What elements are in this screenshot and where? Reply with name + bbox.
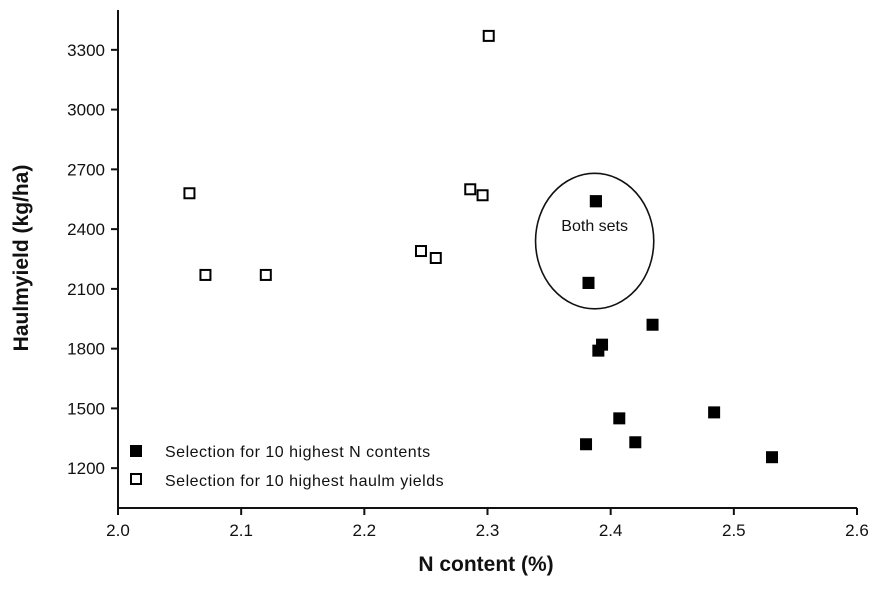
x-tick-label: 2.4 bbox=[599, 521, 623, 540]
point-n-content-selection bbox=[629, 436, 642, 449]
axes: 1200 1500 1800 2100 2400 2700 3000 3300 2.0 2.1 2.… bbox=[67, 10, 869, 540]
point-n-content-selection bbox=[580, 438, 593, 451]
point-n-content-selection bbox=[589, 195, 602, 208]
both-sets-label: Both sets bbox=[561, 218, 628, 235]
y-tick-label: 2100 bbox=[67, 280, 105, 299]
point-haulm-yield-selection bbox=[183, 187, 196, 200]
y-tick-label: 2700 bbox=[67, 160, 105, 179]
y-tick-label: 1800 bbox=[67, 340, 105, 359]
point-n-content-selection bbox=[592, 344, 605, 357]
point-n-content-selection bbox=[646, 318, 659, 331]
points-layer bbox=[183, 29, 779, 464]
legend-marker-open-square bbox=[130, 473, 142, 485]
y-tick-label: 3300 bbox=[67, 41, 105, 60]
legend: Selection for 10 highest N contents Sele… bbox=[130, 444, 444, 490]
x-tick-label: 2.3 bbox=[476, 521, 500, 540]
y-tick-label: 2400 bbox=[67, 220, 105, 239]
point-n-content-selection bbox=[708, 406, 721, 419]
point-n-content-selection bbox=[613, 412, 626, 425]
y-tick-label: 1500 bbox=[67, 399, 105, 418]
point-haulm-yield-selection bbox=[429, 252, 442, 265]
point-haulm-yield-selection bbox=[199, 268, 212, 281]
legend-marker-filled-square bbox=[130, 445, 142, 457]
point-haulm-yield-selection bbox=[482, 29, 495, 42]
x-tick-label: 2.5 bbox=[722, 521, 746, 540]
point-haulm-yield-selection bbox=[476, 189, 489, 202]
x-tick-label: 2.0 bbox=[106, 521, 130, 540]
x-tick-label: 2.2 bbox=[353, 521, 377, 540]
x-tick-label: 2.1 bbox=[229, 521, 253, 540]
x-tick-label: 2.6 bbox=[845, 521, 869, 540]
point-haulm-yield-selection bbox=[414, 245, 427, 258]
y-axis-title: Haulmyield (kg/ha) bbox=[10, 165, 33, 352]
y-tick-label: 1200 bbox=[67, 459, 105, 478]
point-n-content-selection bbox=[582, 276, 595, 289]
point-n-content-selection bbox=[766, 451, 779, 464]
annotation-layer: Both sets bbox=[534, 172, 655, 310]
legend-label-haulm-yields: Selection for 10 highest haulm yields bbox=[165, 473, 444, 490]
both-sets-ellipse bbox=[534, 172, 655, 310]
y-tick-label: 3000 bbox=[67, 101, 105, 120]
legend-label-n-contents: Selection for 10 highest N contents bbox=[165, 444, 431, 461]
x-axis-title: N content (%) bbox=[418, 553, 553, 576]
point-haulm-yield-selection bbox=[464, 183, 477, 196]
point-haulm-yield-selection bbox=[259, 268, 272, 281]
